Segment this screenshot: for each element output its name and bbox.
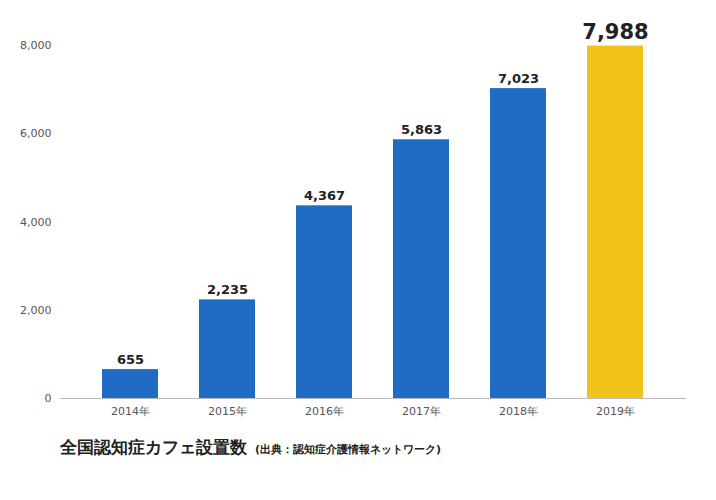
svg-text:2,000: 2,000 — [20, 304, 52, 317]
svg-text:2018年: 2018年 — [499, 405, 538, 418]
svg-text:2015年: 2015年 — [208, 405, 247, 418]
svg-text:7,988: 7,988 — [582, 20, 648, 44]
svg-text:4,000: 4,000 — [20, 216, 52, 229]
svg-text:5,863: 5,863 — [401, 122, 442, 137]
html-text:(出典：認知症介護情報ネットワーク): (出典：認知症介護情報ネットワーク) — [255, 443, 442, 456]
svg-text:2017年: 2017年 — [402, 405, 441, 418]
svg-text:6,000: 6,000 — [20, 127, 52, 140]
html-text:全国認知症カフェ設置数: 全国認知症カフェ設置数 — [60, 437, 247, 457]
svg-text:2014年: 2014年 — [111, 405, 150, 418]
svg-text:2016年: 2016年 — [305, 405, 344, 418]
svg-text:4,367: 4,367 — [304, 188, 345, 203]
svg-text:0: 0 — [45, 392, 52, 405]
svg-text:2019年: 2019年 — [596, 405, 635, 418]
svg-text:8,000: 8,000 — [20, 39, 52, 52]
svg-text:7,023: 7,023 — [498, 71, 539, 86]
svg-text:2,235: 2,235 — [207, 282, 248, 297]
svg-text:655: 655 — [117, 352, 144, 367]
